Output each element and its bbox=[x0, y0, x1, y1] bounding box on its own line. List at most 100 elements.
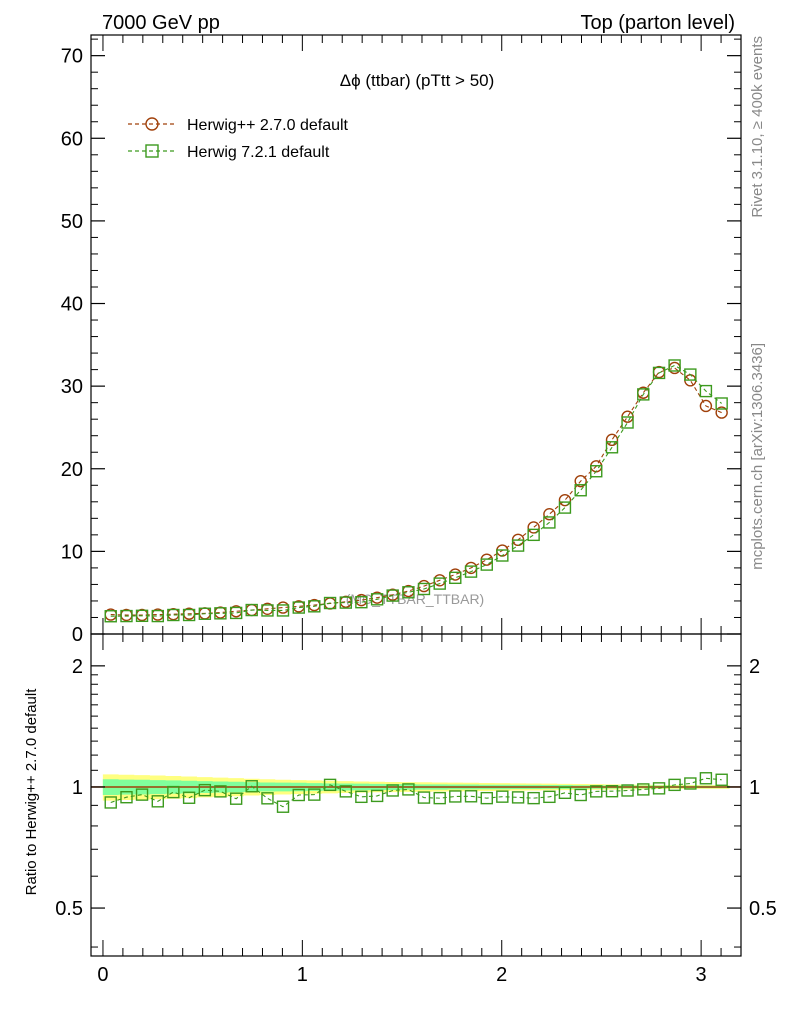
ratio-data-point-herwig7 bbox=[245, 780, 258, 793]
data-point-herwig7 bbox=[386, 589, 399, 602]
data-point-herwig7 bbox=[464, 565, 478, 578]
legend-label-herwig7: Herwig 7.2.1 default bbox=[187, 144, 330, 161]
data-point-herwig7 bbox=[527, 528, 540, 542]
x-tick-label: 0 bbox=[97, 964, 108, 986]
main-y-tick-label: 50 bbox=[61, 211, 83, 233]
data-point-herwig7 bbox=[699, 384, 713, 398]
data-point-herwig7 bbox=[261, 604, 274, 617]
main-y-tick-label: 40 bbox=[61, 294, 83, 316]
data-point-herwig7 bbox=[214, 607, 227, 620]
data-point-herwig7 bbox=[417, 582, 431, 596]
ratio-x-axis: 0 1 2 3 bbox=[97, 634, 742, 986]
ratio-data-point-herwig7 bbox=[120, 791, 133, 804]
ratio-y-tick-label: 2 bbox=[72, 656, 83, 678]
ratio-data-point-herwig7 bbox=[182, 791, 196, 804]
ratio-data-point-herwig7 bbox=[417, 791, 431, 804]
ratio-data-point-herwig7 bbox=[104, 796, 117, 809]
data-point-herwig7 bbox=[339, 596, 353, 609]
data-point-herwig7 bbox=[652, 366, 666, 380]
x-tick-label: 1 bbox=[297, 964, 308, 986]
data-point-herwig7 bbox=[104, 610, 117, 623]
data-point-herwig-pp bbox=[605, 433, 619, 447]
main-y-tick-label: 60 bbox=[61, 128, 83, 150]
ratio-data-point-herwig7 bbox=[276, 800, 290, 813]
ratio-data-point-herwig7 bbox=[433, 791, 446, 805]
data-point-herwig7 bbox=[308, 600, 321, 613]
data-point-herwig7 bbox=[292, 601, 305, 614]
ratio-data-point-herwig7 bbox=[527, 791, 540, 805]
data-point-herwig7 bbox=[558, 501, 572, 514]
ratio-data-point-herwig7 bbox=[590, 785, 603, 798]
main-panel: 0 10 20 30 40 50 60 70 (MC_TTBAR_TTBAR) Δϕ (ttb… bbox=[61, 34, 742, 646]
ratio-data-point-herwig7 bbox=[668, 778, 681, 792]
header-left-label: 7000 GeV pp bbox=[102, 12, 220, 34]
data-point-herwig7 bbox=[449, 571, 462, 585]
data-point-herwig7 bbox=[574, 484, 587, 497]
x-tick-label: 2 bbox=[496, 964, 507, 986]
data-point-herwig7 bbox=[245, 603, 258, 617]
main-series-layer bbox=[104, 359, 728, 623]
ratio-data-point-herwig7 bbox=[558, 786, 572, 800]
ratio-data-point-herwig7 bbox=[621, 784, 634, 797]
ratio-y-tick-label-right: 1 bbox=[749, 777, 760, 799]
ratio-data-point-herwig7 bbox=[135, 788, 149, 801]
data-point-herwig-pp bbox=[699, 399, 713, 413]
data-point-herwig7 bbox=[511, 539, 525, 552]
data-point-herwig7 bbox=[229, 606, 243, 620]
ratio-data-point-herwig7 bbox=[652, 782, 666, 795]
ratio-data-point-herwig7 bbox=[480, 791, 493, 805]
ratio-data-point-herwig7 bbox=[543, 790, 556, 804]
ratio-data-point-herwig7 bbox=[715, 773, 728, 786]
main-watermark: (MC_TTBAR_TTBAR) bbox=[346, 591, 484, 607]
main-y-tick-label: 70 bbox=[61, 46, 83, 68]
data-point-herwig-pp bbox=[574, 474, 587, 488]
ratio-panel: 0.5 0.5 1 1 2 2 0 1 2 3 Ratio to Herwig++ 2.7.0 … bbox=[23, 633, 777, 986]
data-point-herwig7 bbox=[637, 388, 650, 401]
ratio-data-point-herwig7 bbox=[370, 789, 384, 803]
ratio-data-point-herwig7 bbox=[402, 783, 415, 796]
ratio-data-point-herwig7 bbox=[198, 783, 212, 797]
main-y-tick-label: 20 bbox=[61, 459, 83, 481]
ratio-data-point-herwig7 bbox=[386, 784, 399, 797]
ratio-data-point-herwig7 bbox=[214, 785, 227, 798]
ratio-data-point-herwig7 bbox=[292, 788, 305, 802]
data-point-herwig7 bbox=[135, 609, 149, 623]
ratio-data-point-herwig7 bbox=[355, 790, 368, 804]
data-point-herwig7 bbox=[605, 441, 619, 454]
ratio-data-point-herwig7 bbox=[229, 792, 243, 805]
ratio-data-point-herwig7 bbox=[574, 788, 587, 802]
data-point-herwig7 bbox=[151, 609, 164, 623]
data-point-herwig7 bbox=[496, 549, 509, 562]
ratio-y-tick-label-right: 0.5 bbox=[749, 898, 777, 920]
ratio-data-point-herwig7 bbox=[167, 785, 180, 799]
data-point-herwig-pp bbox=[527, 521, 540, 534]
legend-marker-herwig-pp bbox=[145, 117, 159, 131]
ratio-data-point-herwig7 bbox=[511, 791, 525, 804]
data-point-herwig7 bbox=[684, 368, 697, 381]
ratio-y-tick-label: 1 bbox=[72, 777, 83, 799]
ratio-data-point-herwig7 bbox=[464, 790, 478, 803]
data-point-herwig7 bbox=[370, 593, 384, 606]
legend-entry-herwig-pp: Herwig++ 2.7.0 default bbox=[128, 117, 349, 134]
data-point-herwig7 bbox=[715, 397, 728, 410]
ratio-series-line-herwig7 bbox=[110, 777, 722, 808]
data-point-herwig-pp bbox=[449, 568, 462, 581]
ratio-data-point-herwig7 bbox=[151, 795, 164, 808]
series-line-herwig7 bbox=[110, 364, 722, 617]
data-point-herwig-pp bbox=[652, 365, 666, 379]
data-point-herwig7 bbox=[668, 359, 681, 372]
ratio-data-point-herwig7 bbox=[699, 772, 713, 785]
ratio-data-point-herwig7 bbox=[323, 778, 337, 792]
data-point-herwig7 bbox=[480, 558, 493, 571]
ratio-data-point-herwig7 bbox=[637, 783, 650, 796]
ratio-frame bbox=[90, 633, 742, 957]
main-y-tick-label: 0 bbox=[72, 624, 83, 646]
data-point-herwig7 bbox=[355, 595, 368, 609]
data-point-herwig7 bbox=[182, 608, 196, 622]
legend-marker-herwig7 bbox=[145, 144, 159, 158]
header-right-label: Top (parton level) bbox=[580, 12, 735, 34]
ratio-series-layer bbox=[104, 772, 728, 813]
data-point-herwig-pp bbox=[543, 508, 556, 521]
main-y-tick-label: 30 bbox=[61, 376, 83, 398]
